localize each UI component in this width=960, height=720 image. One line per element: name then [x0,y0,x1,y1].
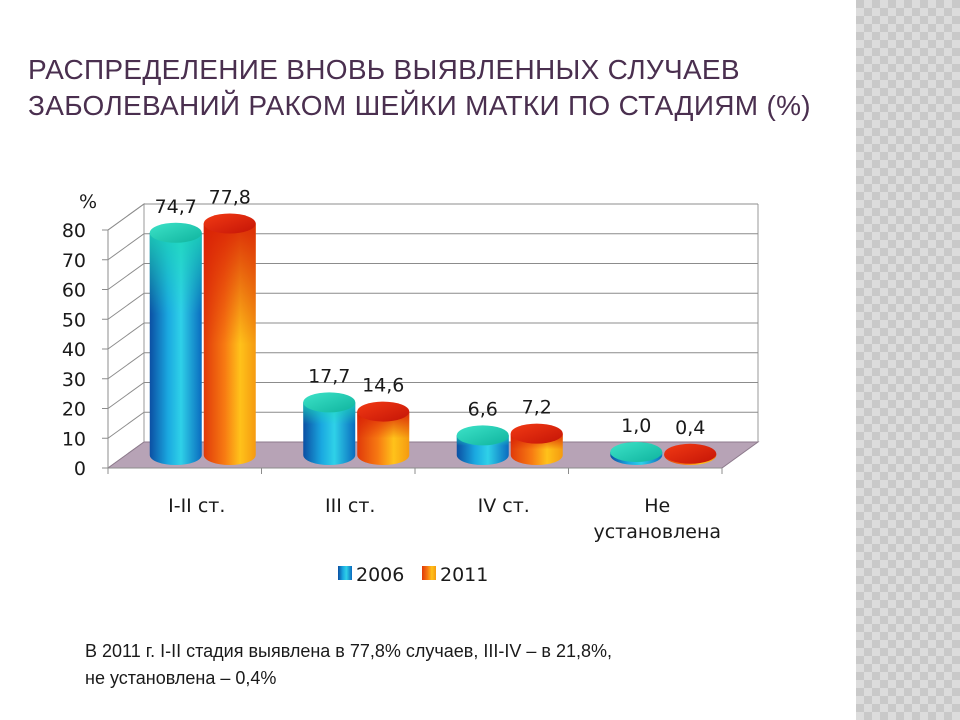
bar-group-2006: 6,6 [456,398,509,465]
gridline [107,352,758,380]
slide-title: РАСПРЕДЕЛЕНИЕ ВНОВЬ ВЫЯВЛЕННЫХ СЛУЧАЕВ З… [28,52,848,124]
data-label: 6,6 [468,398,498,420]
chart-bars: 74,7 77,8 17,7 14,6 6,6 7,2 1,0 0,4 [149,187,717,465]
y-tick-label: 40 [62,339,86,361]
y-axis: 0 10 20 30 40 50 60 70 80% [62,191,109,480]
y-tick-label: 80 [62,220,86,242]
chart-gridlines [107,203,758,439]
bar-2006-shade [303,402,356,465]
footnote: В 2011 г. I-II стадия выявлена в 77,8% с… [85,638,825,692]
bar-chart: 0 10 20 30 40 50 60 70 80% 74,7 77,8 17,7 14,6 6,6 7,… [62,187,760,586]
y-tick-label: 10 [62,428,86,450]
bar-2006-cap [610,442,663,463]
chart-legend: 2006 2011 [338,564,488,586]
y-tick-label: 50 [62,309,86,331]
bar-group-2011: 7,2 [510,397,563,465]
bar-2011-shade [357,411,410,465]
bar-group-2006: 17,7 [303,365,356,465]
decorative-side-panel [856,0,960,720]
y-tick-label: 20 [62,399,86,421]
bar-group-2011: 77,8 [203,187,256,465]
y-axis-unit-label: % [79,191,97,213]
gridline [107,411,758,439]
x-tick-label: установлена [593,521,721,543]
x-tick-label: I-II ст. [168,495,225,517]
data-label: 1,0 [621,415,651,437]
y-tick-label: 70 [62,250,86,272]
bar-2011-cap [510,423,563,444]
x-axis: I-II ст. III ст. IV ст. Не установлена [107,467,723,543]
slide-title-line-1: РАСПРЕДЕЛЕНИЕ ВНОВЬ ВЫЯВЛЕННЫХ СЛУЧАЕВ [28,54,740,85]
bar-2011-cap [203,213,256,234]
bar-group-2006: 74,7 [149,196,202,465]
footnote-line-2: не установлена – 0,4% [85,668,277,688]
legend-label-2006: 2006 [356,564,404,586]
data-label: 74,7 [155,196,197,218]
legend-swatch-2006 [338,566,352,580]
bar-group-2011: 0,4 [664,417,717,465]
data-label: 17,7 [308,365,350,387]
gridline [107,203,758,231]
gridline [107,322,758,350]
y-tick-label: 60 [62,280,86,302]
gridline [107,382,758,409]
data-label: 14,6 [362,375,404,397]
data-label: 0,4 [675,417,705,439]
x-tick-label: Не [644,495,670,517]
y-tick-label: 30 [62,369,86,391]
bar-group-2011: 14,6 [357,375,410,465]
gridline [107,292,758,320]
data-label: 77,8 [209,187,251,209]
x-tick-label: III ст. [325,495,375,517]
legend-label-2011: 2011 [440,564,488,586]
y-tick-label: 0 [74,458,86,480]
bar-2011-cap [357,401,410,422]
bar-2006-cap [303,392,356,413]
bar-2006-cap [456,425,509,446]
footnote-line-1: В 2011 г. I-II стадия выявлена в 77,8% с… [85,641,612,661]
bar-group-2006: 1,0 [610,415,663,465]
bar-2011-shade [203,223,256,465]
gridline [107,233,758,261]
bar-2011-cap [664,443,717,464]
gridline [107,263,758,290]
bar-2006-cap [149,222,202,243]
legend-swatch-2011 [422,566,436,580]
x-tick-label: IV ст. [478,495,530,517]
slide-title-line-2: ЗАБОЛЕВАНИЙ РАКОМ ШЕЙКИ МАТКИ ПО СТАДИЯМ… [28,90,811,121]
data-label: 7,2 [522,397,552,419]
bar-2006-shade [149,232,202,465]
